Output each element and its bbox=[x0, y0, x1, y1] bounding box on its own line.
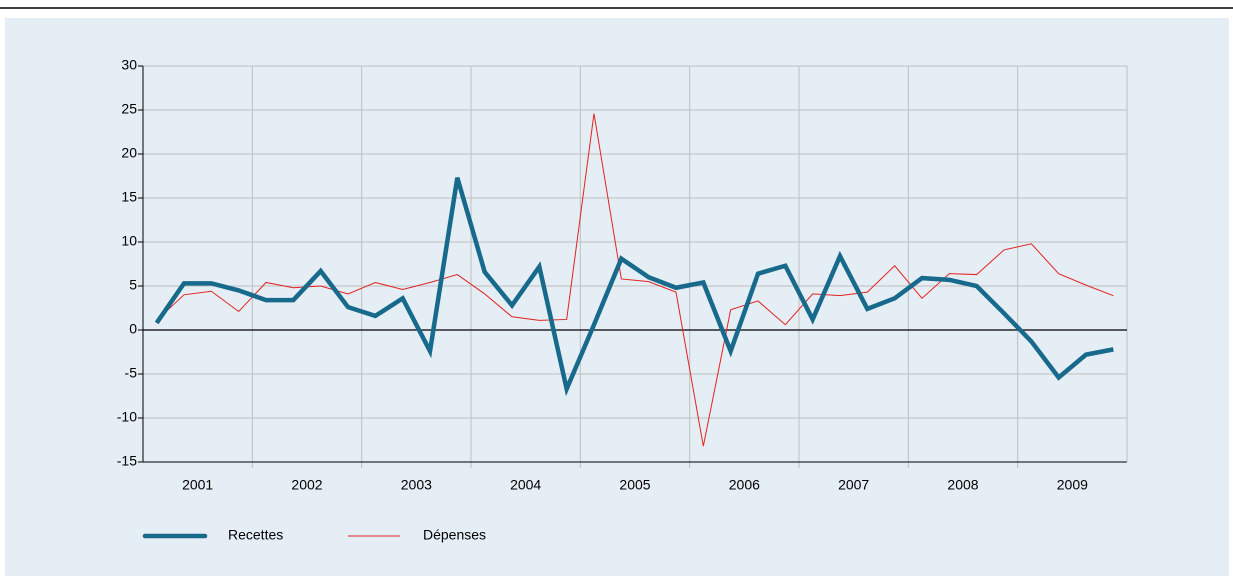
x-tick-label: 2008 bbox=[947, 477, 978, 493]
series-line bbox=[156, 113, 1114, 447]
y-tick-label: 5 bbox=[129, 277, 137, 293]
x-tick-label: 2005 bbox=[619, 477, 650, 493]
y-tick-label: -5 bbox=[125, 365, 138, 381]
x-tick-label: 2004 bbox=[510, 477, 541, 493]
x-tick-label: 2006 bbox=[729, 477, 760, 493]
x-tick-label: 2007 bbox=[838, 477, 869, 493]
legend-label: Recettes bbox=[228, 527, 283, 543]
x-tick-label: 2009 bbox=[1057, 477, 1088, 493]
y-tick-label: -15 bbox=[117, 453, 137, 469]
legend-label: Dépenses bbox=[423, 527, 486, 543]
y-tick-label: 20 bbox=[121, 145, 137, 161]
y-tick-label: 0 bbox=[129, 321, 137, 337]
x-tick-label: 2003 bbox=[401, 477, 432, 493]
y-tick-label: 15 bbox=[121, 189, 137, 205]
y-tick-label: 30 bbox=[121, 57, 137, 73]
x-tick-label: 2001 bbox=[182, 477, 213, 493]
series-line bbox=[154, 177, 1114, 397]
y-tick-label: 25 bbox=[121, 101, 137, 117]
x-tick-label: 2002 bbox=[291, 477, 322, 493]
y-tick-label: -10 bbox=[117, 409, 137, 425]
chart-background bbox=[5, 18, 1229, 576]
y-tick-label: 10 bbox=[121, 233, 137, 249]
